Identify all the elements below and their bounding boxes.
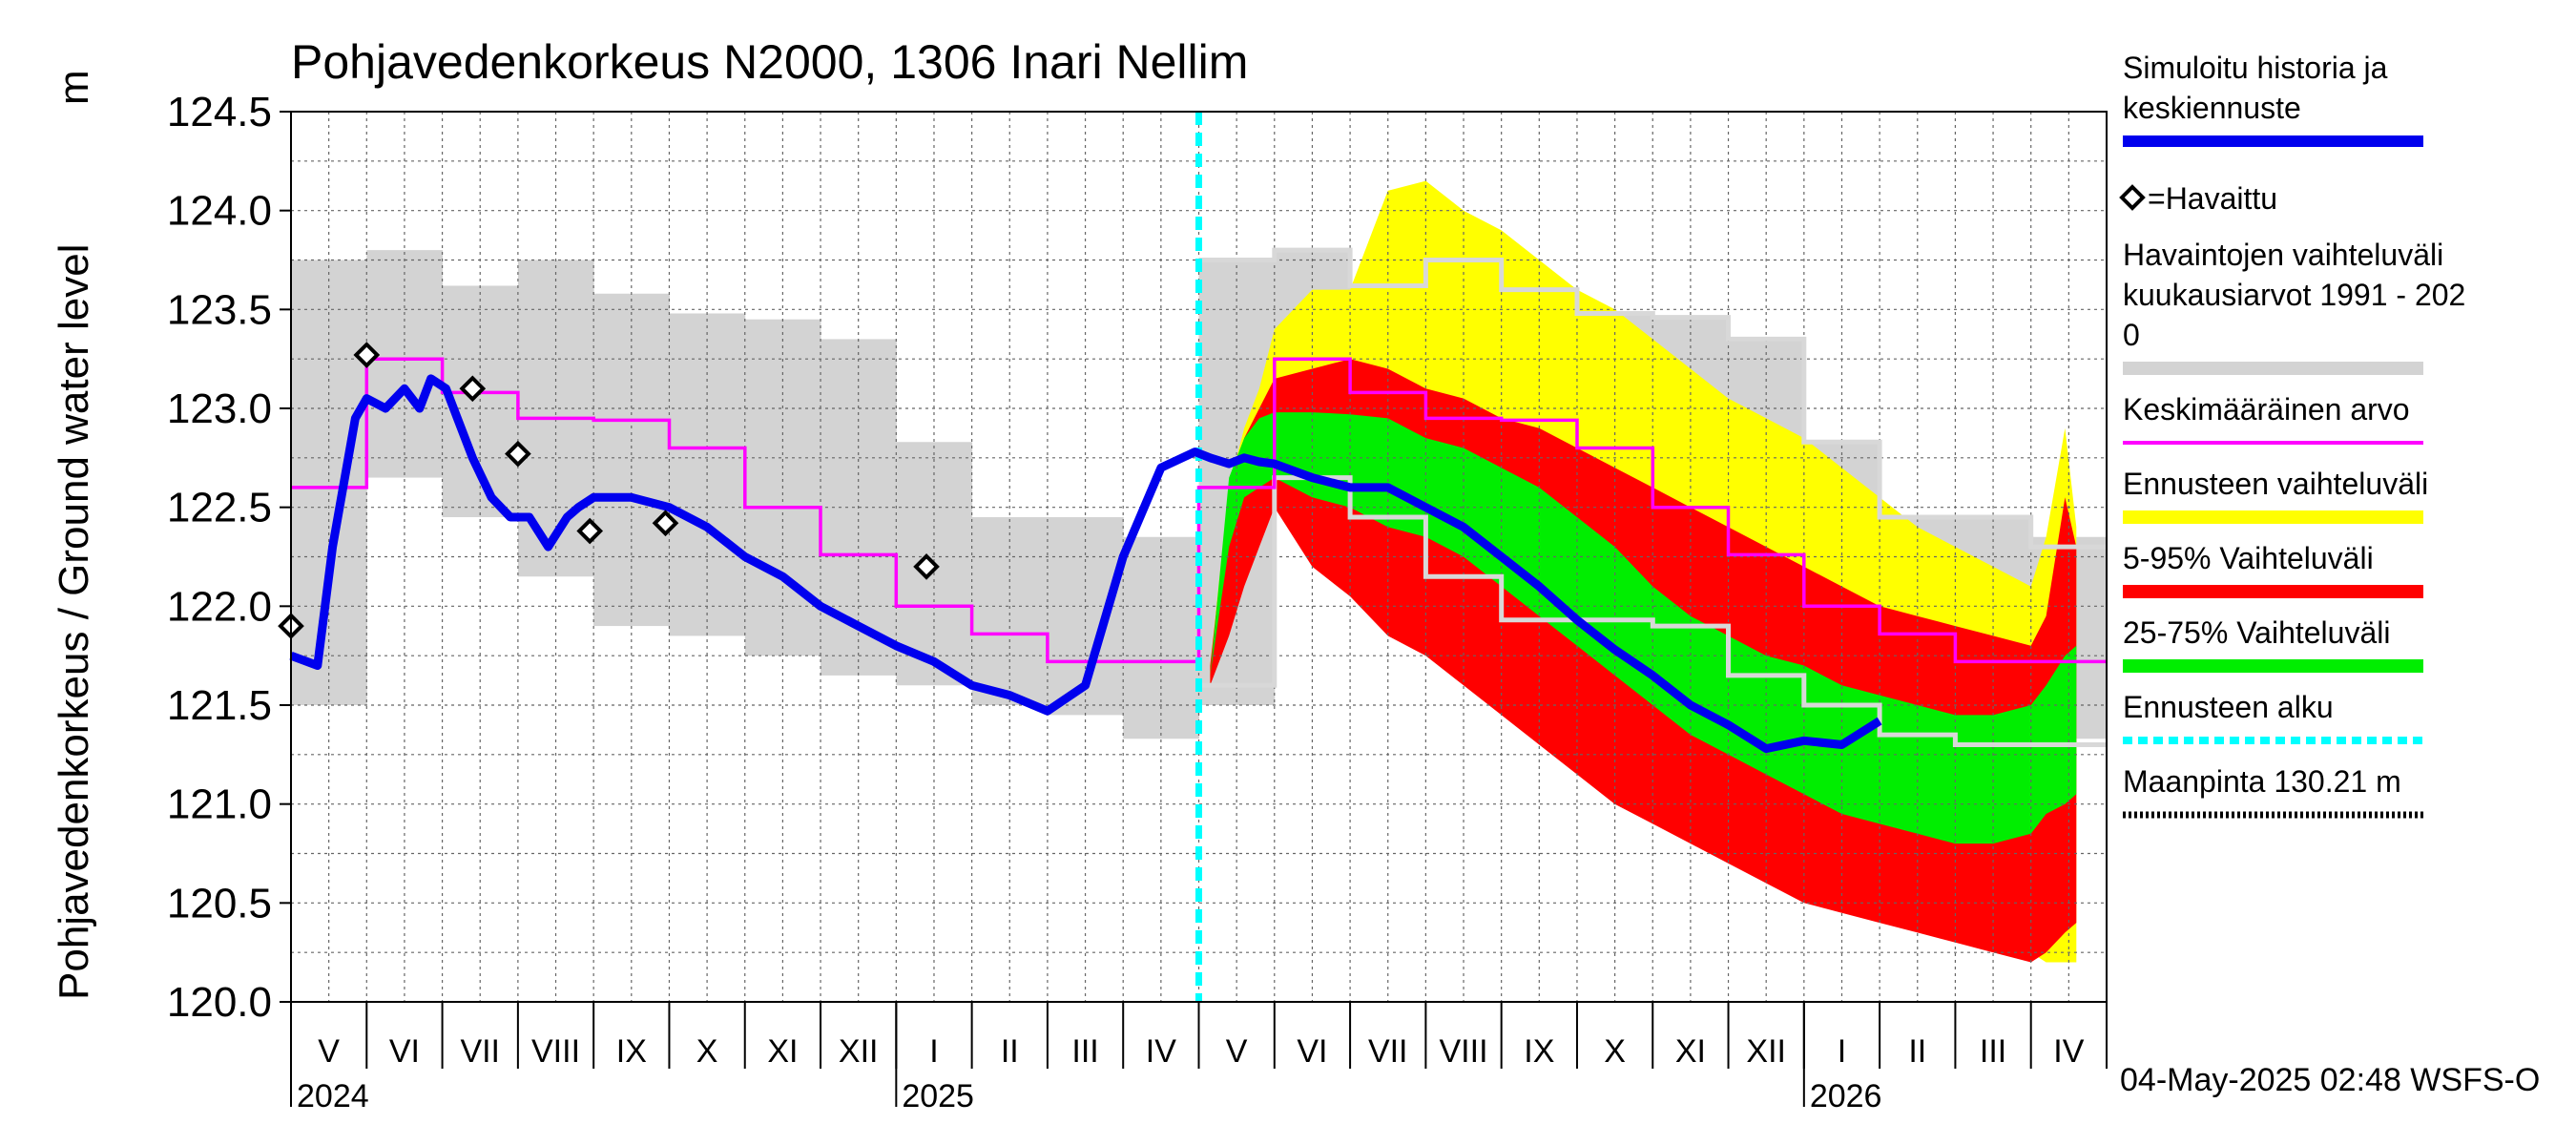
chart-title: Pohjavedenkorkeus N2000, 1306 Inari Nell… xyxy=(291,35,1248,89)
year-label: 2025 xyxy=(902,1078,974,1114)
legend-label: 5-95% Vaihteluväli xyxy=(2123,541,2374,575)
legend-label: Ennusteen vaihteluväli xyxy=(2123,467,2428,501)
month-label: IV xyxy=(1146,1033,1176,1070)
observed-point xyxy=(652,510,679,537)
observed-point xyxy=(353,342,381,368)
history-range-month-9 xyxy=(971,517,1049,705)
legend-label: keskiennuste xyxy=(2123,91,2301,125)
y-tick-label: 121.5 xyxy=(167,682,272,729)
legend-item-1: =Havaittu xyxy=(2119,181,2277,216)
y-axis-label: Pohjavedenkorkeus / Ground water level xyxy=(51,244,97,1000)
y-tick-label: 122.5 xyxy=(167,485,272,531)
month-label: II xyxy=(1001,1033,1019,1070)
simulated-series-line xyxy=(289,374,1882,754)
month-label: III xyxy=(1980,1033,2006,1070)
month-label: IV xyxy=(2053,1033,2084,1070)
month-label: V xyxy=(318,1033,340,1070)
month-label: XII xyxy=(1746,1033,1786,1070)
legend-label: Havaintojen vaihteluväli xyxy=(2123,238,2443,272)
legend-label: Keskimääräinen arvo xyxy=(2123,392,2410,427)
month-label: VIII xyxy=(1440,1033,1488,1070)
y-tick-label: 124.0 xyxy=(167,188,272,235)
month-label: VI xyxy=(389,1033,420,1070)
month-label: VI xyxy=(1297,1033,1327,1070)
y-tick-label: 123.5 xyxy=(167,286,272,333)
legend-label: kuukausiarvot 1991 - 202 xyxy=(2123,278,2465,312)
y-tick-label: 124.5 xyxy=(167,89,272,135)
legend-item-5: 5-95% Vaihteluväli xyxy=(2123,541,2423,598)
legend-label: Ennusteen alku xyxy=(2123,690,2334,724)
legend-label: 0 xyxy=(2123,318,2140,352)
month-label: VII xyxy=(460,1033,500,1070)
legend-label: Maanpinta 130.21 m xyxy=(2123,764,2401,799)
y-tick-label: 122.0 xyxy=(167,583,272,630)
month-label: VIII xyxy=(531,1033,580,1070)
month-label: VII xyxy=(1368,1033,1408,1070)
legend-item-0: Simuloitu historia ja keskiennuste xyxy=(2123,51,2423,147)
observed-point xyxy=(459,375,487,403)
legend-item-4: Ennusteen vaihteluväli xyxy=(2123,467,2428,524)
month-label: X xyxy=(1604,1033,1626,1070)
year-label: 2026 xyxy=(1810,1078,1882,1114)
legend-label: 25-75% Vaihteluväli xyxy=(2123,615,2390,650)
axes-layer: 124.5 124.0 123.5 123.0 122.5 122.0 121.5 121.0… xyxy=(167,89,2108,1114)
legend: Simuloitu historia ja keskiennuste =Havait… xyxy=(2119,51,2465,819)
forecast-history-high-line xyxy=(1198,247,2107,550)
month-label: III xyxy=(1071,1033,1098,1070)
legend-marker xyxy=(2119,184,2146,211)
month-label: X xyxy=(696,1033,718,1070)
legend-item-2: Havaintojen vaihteluväli kuukausiarvot 1… xyxy=(2123,238,2465,375)
legend-item-8: Maanpinta 130.21 m xyxy=(2123,764,2423,819)
year-label: 2024 xyxy=(297,1078,369,1114)
forecast-history-low-line xyxy=(1198,475,2107,747)
y-tick-label: 120.0 xyxy=(167,979,272,1026)
legend-label: =Havaittu xyxy=(2148,181,2277,216)
observed-point xyxy=(576,517,604,545)
month-label: I xyxy=(929,1033,938,1070)
y-tick-label: 121.0 xyxy=(167,781,272,828)
y-axis-unit: m xyxy=(51,70,97,105)
forecast-bands-layer xyxy=(1210,180,2077,963)
observed-point xyxy=(505,440,531,468)
month-label: IX xyxy=(616,1033,647,1070)
history-range-month-1 xyxy=(366,250,444,478)
timestamp: 04-May-2025 02:48 WSFS-O xyxy=(2120,1062,2540,1098)
month-label: IX xyxy=(1524,1033,1554,1070)
y-tick-label: 123.0 xyxy=(167,385,272,432)
month-label: V xyxy=(1226,1033,1248,1070)
month-label: XI xyxy=(1675,1033,1706,1070)
legend-item-6: 25-75% Vaihteluväli xyxy=(2123,615,2423,673)
legend-item-7: Ennusteen alku xyxy=(2123,690,2423,744)
observed-point xyxy=(913,553,940,580)
y-tick-label: 120.5 xyxy=(167,880,272,926)
legend-item-3: Keskimääräinen arvo xyxy=(2123,392,2423,445)
legend-label: Simuloitu historia ja xyxy=(2123,51,2388,85)
month-label: I xyxy=(1838,1033,1846,1070)
month-label: XI xyxy=(767,1033,798,1070)
grid-layer xyxy=(290,111,2108,1003)
month-label: XII xyxy=(839,1033,879,1070)
month-label: II xyxy=(1908,1033,1926,1070)
